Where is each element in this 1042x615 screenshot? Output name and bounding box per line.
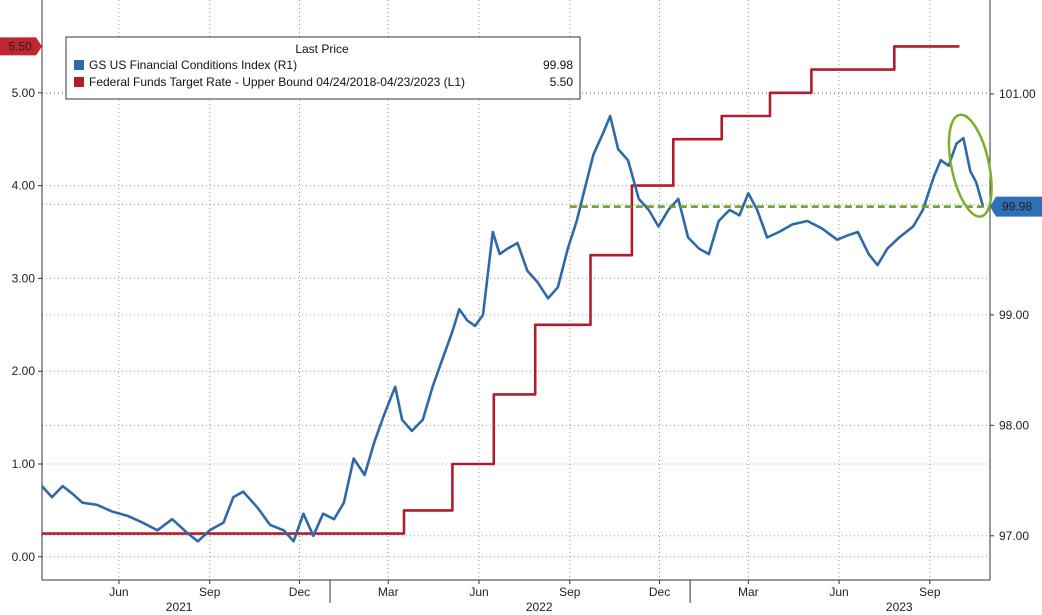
- right-tick-label: 99.00: [999, 308, 1029, 322]
- x-tick-label: Sep: [199, 585, 221, 599]
- legend-header: Last Price: [295, 42, 349, 56]
- financial-conditions-index-line: [41, 114, 985, 543]
- right-tick-label: 101.00: [999, 87, 1036, 101]
- legend-box: [65, 36, 581, 100]
- year-label: 2021: [166, 600, 193, 614]
- legend-entry-label: GS US Financial Conditions Index (R1): [89, 58, 297, 72]
- x-tick-label: Dec: [289, 585, 310, 599]
- right-last-value-label: 99.98: [1002, 200, 1032, 214]
- year-label: 2022: [526, 600, 553, 614]
- x-tick-label: Mar: [378, 585, 399, 599]
- left-tick-label: 4.00: [12, 179, 36, 193]
- left-tick-label: 1.00: [12, 457, 36, 471]
- x-tick-label: Jun: [109, 585, 128, 599]
- fed-funds-rate-line: [42, 45, 960, 535]
- right-tick-label: 97.00: [999, 529, 1029, 543]
- left-last-value-tag: [0, 37, 42, 56]
- left-tick-label: 2.00: [12, 364, 36, 378]
- right-tick-label: 98.00: [999, 418, 1029, 432]
- x-tick-label: Sep: [559, 585, 581, 599]
- left-tick-label: 3.00: [12, 271, 36, 285]
- legend-entry-value: 99.98: [543, 58, 573, 72]
- legend-entry-label: Federal Funds Target Rate - Upper Bound …: [89, 75, 465, 89]
- legend-swatch: [74, 60, 84, 70]
- left-last-value-label: 5.50: [8, 39, 32, 53]
- legend-swatch: [74, 77, 84, 87]
- legend-entry-value: 5.50: [550, 75, 574, 89]
- x-tick-label: Jun: [829, 585, 848, 599]
- left-tick-label: 5.00: [12, 86, 36, 100]
- x-tick-label: Dec: [649, 585, 670, 599]
- left-tick-label: 0.00: [12, 550, 36, 564]
- right-last-value-tag: [990, 196, 1042, 217]
- highlight-ellipse: [947, 113, 993, 218]
- x-tick-label: Jun: [469, 585, 488, 599]
- x-tick-label: Sep: [919, 585, 941, 599]
- year-label: 2023: [886, 600, 913, 614]
- x-tick-label: Mar: [738, 585, 759, 599]
